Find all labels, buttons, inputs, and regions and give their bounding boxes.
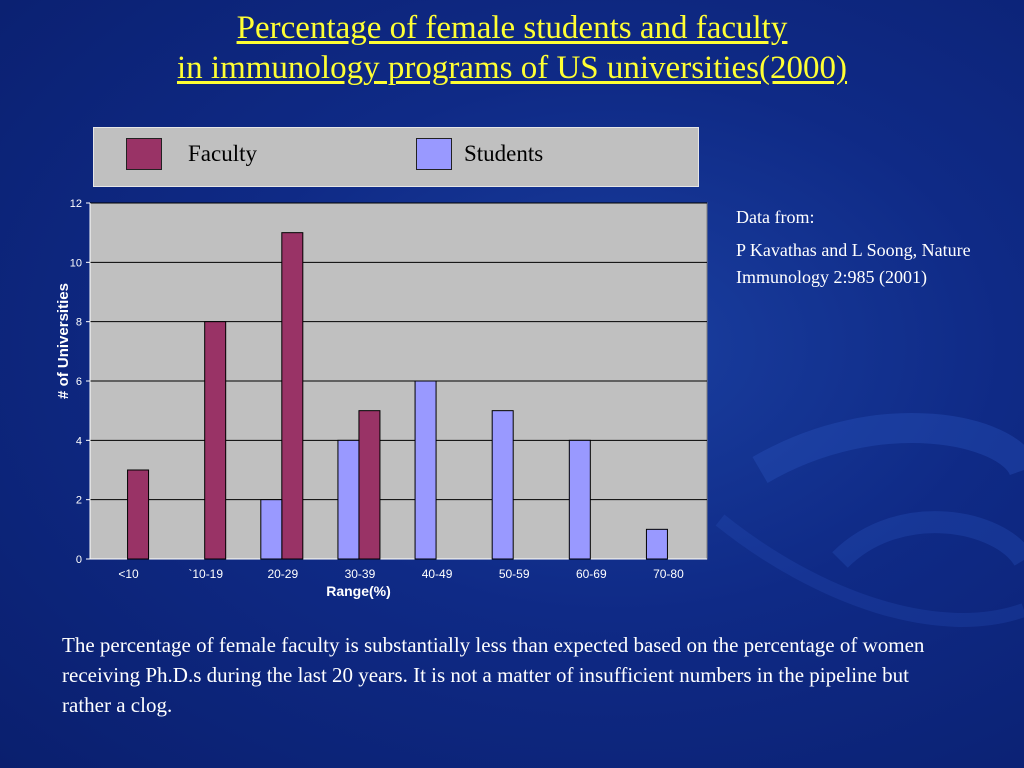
y-tick-label: 4: [76, 435, 82, 447]
chart-legend: Faculty Students: [93, 127, 699, 187]
x-tick-label: 20-29: [267, 567, 298, 581]
legend-item-faculty: Faculty: [126, 137, 257, 171]
bar-students-3: [337, 439, 360, 560]
x-tick-label: 30-39: [345, 567, 376, 581]
y-tick-label: 8: [76, 317, 82, 329]
bar-faculty-3: [358, 410, 381, 560]
legend-swatch-students: [416, 138, 452, 170]
y-tick-label: 6: [76, 376, 82, 388]
x-tick-label: 70-80: [653, 567, 684, 581]
x-tick-label: `10-19: [188, 567, 223, 581]
x-tick-label: 40-49: [422, 567, 453, 581]
source-citation: P Kavathas and L Soong, Nature Immunolog…: [736, 240, 971, 287]
x-tick-label: 60-69: [576, 567, 607, 581]
bar-students-6: [568, 439, 591, 560]
conclusion-text: The percentage of female faculty is subs…: [62, 633, 925, 717]
source-heading: Data from:: [736, 207, 815, 227]
slide-title: Percentage of female students and facult…: [0, 8, 1024, 88]
y-tick-label: 10: [70, 257, 82, 269]
bar-students-5: [491, 410, 514, 560]
x-tick-label: 50-59: [499, 567, 530, 581]
bar-students-7: [645, 528, 668, 560]
y-axis-title: # of Universities: [55, 283, 72, 399]
source-note: Data from: P Kavathas and L Soong, Natur…: [736, 204, 1006, 297]
y-tick-label: 2: [76, 495, 82, 507]
title-line-1: Percentage of female students and facult…: [236, 10, 788, 46]
bar-faculty-2: [281, 232, 304, 560]
y-tick-label: 12: [70, 198, 82, 210]
title-line-2: in immunology programs of US universitie…: [176, 50, 848, 86]
bar-students-2: [260, 499, 283, 560]
bar-faculty-1: [204, 321, 227, 560]
x-tick-label: <10: [118, 567, 139, 581]
x-axis-title: Range(%): [326, 583, 391, 599]
legend-label-faculty: Faculty: [188, 141, 257, 166]
bar-faculty-0: [127, 469, 150, 560]
bar-chart: 0 2 4 6 8 10 12 <10 `10-19 20-29 30-39 40-49 50-59 60…: [40, 190, 720, 610]
bar-students-4: [414, 380, 437, 560]
legend-swatch-faculty: [126, 138, 162, 170]
bar-chart-svg: 0 2 4 6 8 10 12 <10 `10-19 20-29 30-39 40-49 50-59 60…: [55, 198, 708, 599]
legend-item-students: Students: [416, 137, 543, 171]
y-tick-label: 0: [76, 554, 82, 566]
legend-label-students: Students: [464, 141, 544, 166]
